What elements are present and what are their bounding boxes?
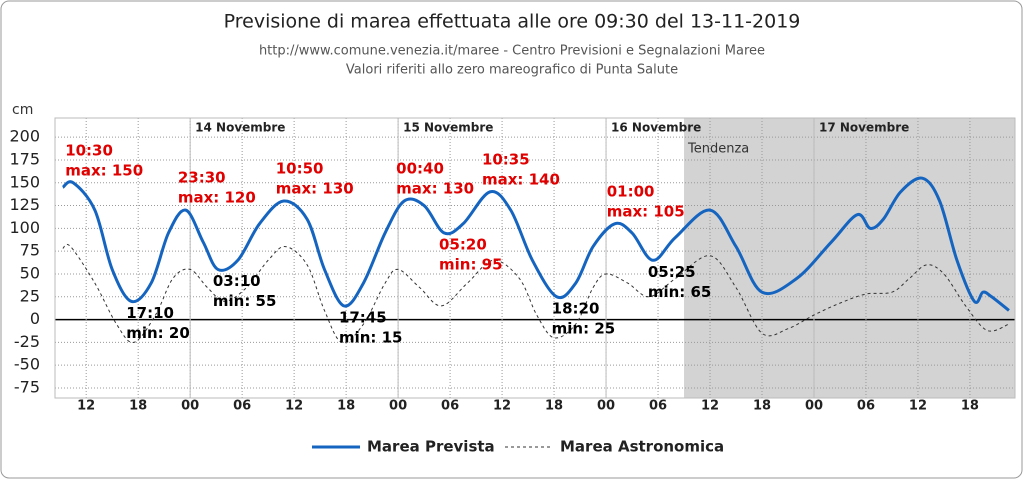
y-tick-label: -50: [14, 355, 40, 374]
annotation-time: 17:45: [339, 308, 387, 326]
y-tick-label: 100: [9, 218, 40, 237]
trend-label: Tendenza: [687, 142, 749, 157]
annotation-label: min: 25: [552, 319, 616, 337]
y-tick-label: 150: [9, 172, 40, 191]
x-tick-label: 06: [857, 399, 875, 414]
y-tick-label: 25: [20, 286, 40, 305]
legend-label: Marea Prevista: [367, 438, 495, 456]
x-tick-label: 12: [701, 399, 719, 414]
annotation-label: min: 95: [439, 255, 503, 273]
annotation-label: max: 140: [482, 170, 560, 188]
x-tick-label: 12: [493, 399, 511, 414]
x-tick-label: 06: [441, 399, 459, 414]
x-tick-label: 18: [753, 399, 771, 414]
x-tick-label: 06: [233, 399, 251, 414]
subtitle: Valori riferiti allo zero mareografico d…: [346, 63, 678, 78]
annotation-time: 05:25: [648, 263, 696, 281]
y-tick-label: -25: [14, 332, 40, 351]
annotation-time: 03:10: [213, 272, 261, 290]
day-label: 17 Novembre: [819, 121, 909, 135]
y-tick-label: -75: [14, 377, 40, 396]
x-tick-label: 12: [77, 399, 95, 414]
annotation-label: max: 120: [178, 189, 256, 207]
annotation-time: 00:40: [396, 159, 444, 177]
annotation-time: 10:30: [65, 141, 113, 159]
annotation-label: max: 105: [607, 202, 685, 220]
annotation-time: 10:35: [482, 150, 530, 168]
annotation-time: 01:00: [607, 182, 655, 200]
x-tick-label: 12: [285, 399, 303, 414]
series-line: [61, 176, 1010, 312]
y-tick-label: 125: [9, 195, 40, 214]
annotation-label: max: 130: [276, 179, 354, 197]
trend-region: [684, 118, 1015, 398]
annotation-label: min: 20: [126, 324, 190, 342]
x-tick-label: 18: [337, 399, 355, 414]
x-tick-label: 00: [181, 399, 199, 414]
x-tick-label: 00: [597, 399, 615, 414]
day-label: 15 Novembre: [403, 121, 493, 135]
annotation-time: 17:10: [126, 304, 174, 322]
legend-label: Marea Astronomica: [560, 438, 724, 456]
annotation-time: 10:50: [276, 159, 324, 177]
annotation-time: 05:20: [439, 235, 487, 253]
annotation-time: 18:20: [552, 299, 600, 317]
day-label: 14 Novembre: [195, 121, 285, 135]
y-tick-label: 0: [30, 309, 40, 328]
annotation-time: 23:30: [178, 169, 226, 187]
day-label: 16 Novembre: [611, 121, 701, 135]
annotation-label: min: 55: [213, 292, 277, 310]
y-tick-label: 200: [9, 127, 40, 146]
y-axis-label: cm: [12, 102, 33, 118]
y-tick-label: 50: [20, 263, 40, 282]
subtitle: http://www.comune.venezia.it/maree - Cen…: [259, 44, 765, 59]
y-tick-label: 75: [20, 241, 40, 260]
x-tick-label: 18: [545, 399, 563, 414]
x-tick-label: 12: [909, 399, 927, 414]
x-tick-label: 00: [389, 399, 407, 414]
series-line: [62, 243, 1010, 344]
y-tick-label: 175: [9, 149, 40, 168]
x-tick-label: 18: [961, 399, 979, 414]
annotation-label: min: 65: [648, 283, 712, 301]
x-tick-label: 18: [129, 399, 147, 414]
annotation-label: max: 130: [396, 179, 474, 197]
annotation-label: min: 15: [339, 328, 403, 346]
x-tick-label: 00: [805, 399, 823, 414]
x-tick-label: 06: [649, 399, 667, 414]
plot-frame: [54, 117, 1016, 399]
annotation-label: max: 150: [65, 161, 143, 179]
chart-title: Previsione di marea effettuata alle ore …: [224, 11, 801, 33]
